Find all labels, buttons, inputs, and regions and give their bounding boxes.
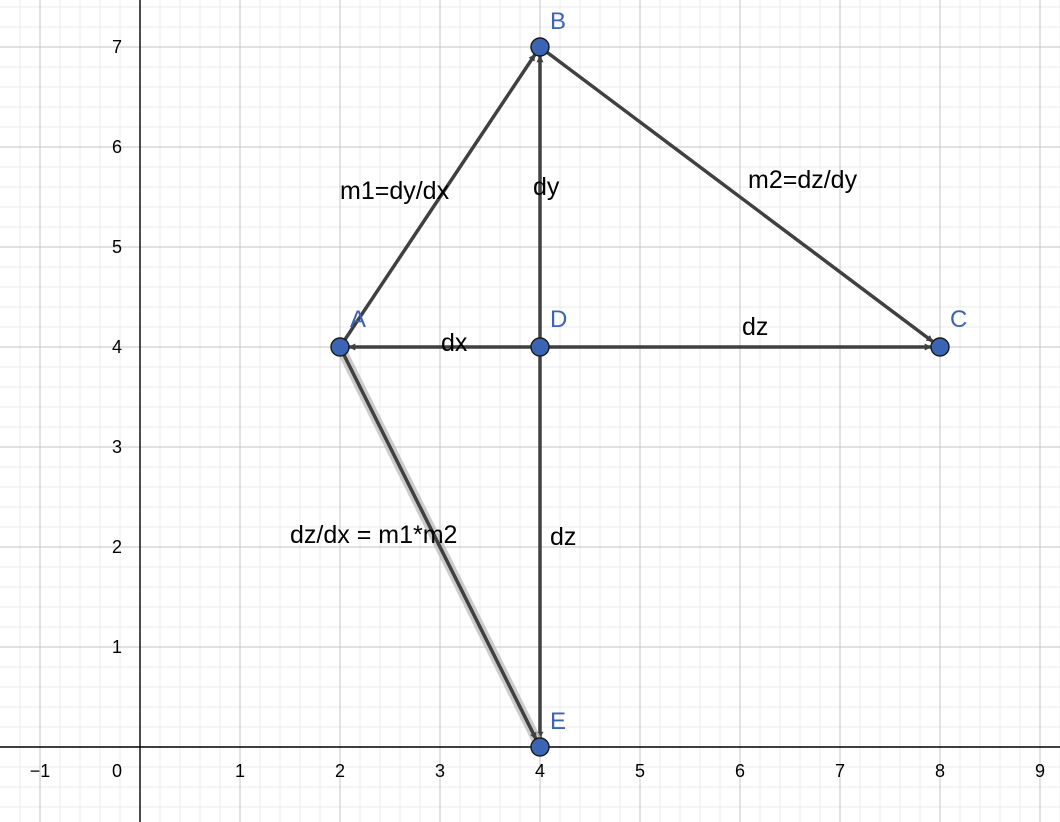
point-label-A: A — [350, 306, 366, 333]
x-tick-label: 7 — [835, 761, 845, 781]
label-m1: m1=dy/dx — [340, 177, 450, 205]
label-dy: dy — [533, 173, 560, 201]
x-tick-label: 9 — [1035, 761, 1045, 781]
label-dz-horizontal: dz — [742, 313, 768, 341]
origin-label: 0 — [112, 761, 122, 781]
point-C[interactable] — [930, 337, 950, 357]
x-tick-label: 8 — [935, 761, 945, 781]
x-tick-label: −1 — [30, 761, 51, 781]
vector-ab[interactable] — [338, 53, 537, 348]
y-tick-label: 4 — [112, 337, 122, 357]
y-tick-label: 5 — [112, 237, 122, 257]
x-tick-label: 6 — [735, 761, 745, 781]
x-tick-label: 2 — [335, 761, 345, 781]
points: A B C D E — [330, 8, 967, 757]
point-label-D: D — [550, 306, 567, 333]
x-tick-label: 4 — [535, 761, 545, 781]
y-tick-label: 2 — [112, 537, 122, 557]
y-tick-label: 1 — [112, 637, 122, 657]
label-dx: dx — [441, 329, 468, 357]
vector-bc[interactable] — [538, 45, 934, 344]
label-m2: m2=dz/dy — [748, 166, 858, 194]
x-tick-label: 5 — [635, 761, 645, 781]
point-E[interactable] — [530, 737, 550, 757]
point-label-B: B — [550, 8, 566, 35]
vector-ae[interactable] — [338, 346, 538, 740]
label-dzdx: dz/dx = m1*m2 — [290, 521, 457, 549]
x-tick-label: 1 — [235, 761, 245, 781]
point-B[interactable] — [530, 37, 550, 57]
point-label-E: E — [550, 708, 566, 735]
tick-labels: −1 1 2 3 4 5 6 7 8 9 1 2 3 4 5 6 7 0 — [30, 37, 1045, 781]
x-tick-label: 3 — [435, 761, 445, 781]
y-tick-label: 6 — [112, 137, 122, 157]
point-A[interactable] — [330, 337, 350, 357]
label-dz-vertical: dz — [550, 523, 576, 551]
vectors — [335, 45, 934, 744]
point-label-C: C — [950, 306, 967, 333]
y-tick-label: 7 — [112, 37, 122, 57]
y-tick-label: 3 — [112, 437, 122, 457]
point-D[interactable] — [530, 337, 550, 357]
